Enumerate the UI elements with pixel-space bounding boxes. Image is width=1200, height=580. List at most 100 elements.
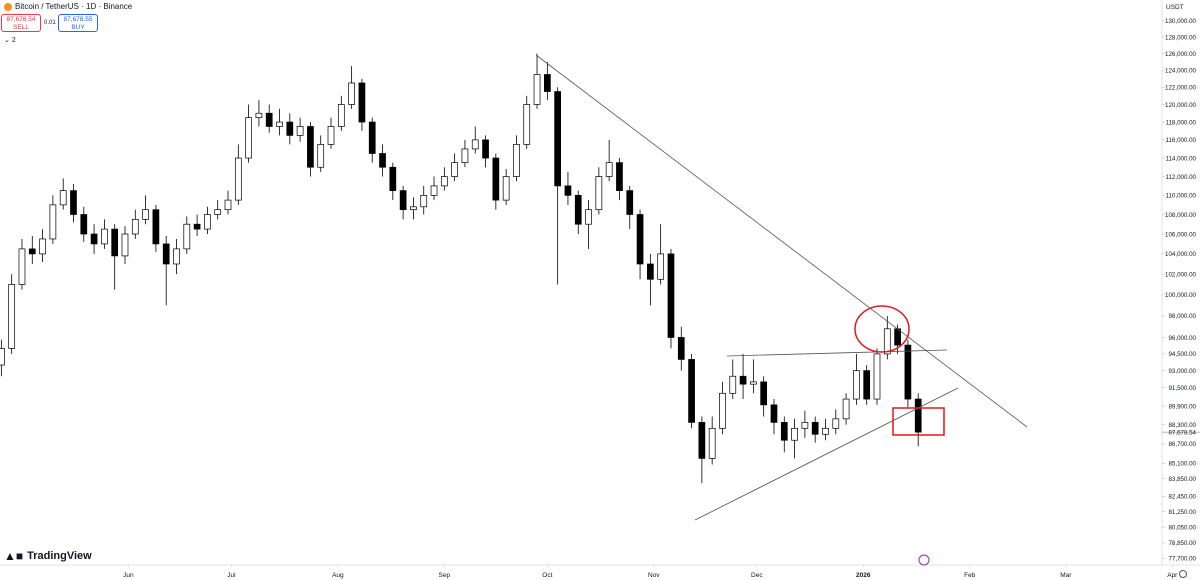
candle-body (90, 233, 98, 245)
candle-body (842, 398, 850, 420)
candle-body (348, 82, 355, 105)
candle-body (255, 112, 263, 118)
candle-body (286, 121, 294, 136)
candle-body (760, 381, 768, 406)
candle-body (657, 253, 665, 280)
y-tick-label: 98,000.00 (1168, 313, 1196, 320)
candle-body (451, 162, 458, 177)
x-tick-label: Oct (542, 572, 552, 579)
candle-body (853, 370, 860, 400)
coin-icon (4, 2, 12, 11)
candle-body (265, 112, 273, 127)
brand-logo: ▲■ TradingView (4, 549, 92, 563)
candle-body (832, 418, 840, 429)
candle-body (59, 190, 67, 206)
candle-body (502, 176, 510, 201)
candle-body (739, 375, 747, 385)
candle-body (152, 209, 160, 245)
candle-body (564, 185, 572, 196)
y-tick-label: 102,000.00 (1165, 271, 1197, 278)
candle-body (595, 176, 603, 211)
y-tick-label: 80,050.00 (1168, 524, 1196, 531)
indicators-toggle[interactable]: ⌄ 2 (4, 37, 16, 44)
candle-body (873, 353, 881, 400)
y-tick-label: 112,000.00 (1165, 174, 1196, 181)
candle-body (471, 139, 479, 150)
candle-body (183, 223, 191, 250)
brand-name: TradingView (27, 550, 92, 562)
indicator-count: 2 (11, 37, 16, 44)
candle-body (492, 157, 500, 201)
y-tick-label: 78,850.00 (1168, 540, 1196, 547)
candle-body (543, 74, 551, 92)
x-tick-label: Jul (227, 572, 236, 579)
x-tick-label: Jun (123, 572, 134, 579)
candle-body (585, 209, 592, 225)
x-tick-label: Mar (1060, 572, 1072, 579)
candle-body (101, 228, 108, 245)
candle-body (750, 381, 757, 385)
candle-body (399, 190, 407, 211)
candle-body (554, 91, 562, 187)
settings-icon[interactable] (1179, 570, 1187, 578)
spread: 0.01 (44, 20, 56, 26)
y-tick-label: 89,900.00 (1168, 403, 1196, 410)
sell-button[interactable]: 87,678.54 SELL (1, 14, 41, 32)
event-icon[interactable] (918, 554, 930, 566)
candle-body (224, 199, 232, 211)
candle-body (39, 238, 46, 255)
x-tick-label: Apr (1167, 572, 1178, 579)
candle-body (791, 427, 798, 441)
trend-line (694, 387, 959, 521)
candle-body (49, 204, 57, 240)
candle-body (420, 194, 428, 208)
y-tick-label: 126,000.00 (1165, 51, 1197, 58)
candle-body (647, 263, 654, 280)
candle-body (729, 375, 737, 394)
candle-body (80, 214, 88, 235)
y-tick-label: 81,250.00 (1168, 509, 1196, 516)
candle-body (719, 392, 726, 429)
candle-body (523, 104, 531, 145)
sell-label: SELL (13, 24, 29, 31)
symbol-header: Bitcoin / TetherUS · 1D · Binance (4, 2, 132, 11)
candle-body (28, 248, 36, 255)
y-tick-label: 118,000.00 (1165, 119, 1196, 126)
candle-body (8, 284, 16, 349)
candle-body (142, 209, 149, 220)
candle-body (131, 218, 139, 235)
y-tick-label: 94,500.00 (1168, 351, 1196, 358)
candle-body (327, 126, 335, 145)
candle-body (440, 176, 448, 187)
candle-body (636, 214, 644, 265)
y-tick-label: 77,700.00 (1168, 556, 1196, 563)
buy-button[interactable]: 87,678.55 BUY (58, 14, 98, 32)
candle-body (461, 148, 469, 163)
y-tick-label: 104,000.00 (1165, 251, 1197, 258)
trend-line (535, 54, 1028, 428)
x-tick-label: Feb (964, 572, 976, 579)
drawings (535, 54, 1028, 521)
y-tick-label: 100,000.00 (1165, 292, 1197, 299)
candle-body (121, 233, 129, 257)
candle-body (214, 209, 222, 215)
candle-body (904, 344, 912, 400)
candle-body (667, 253, 675, 338)
x-tick-label: Nov (648, 572, 660, 579)
y-tick-label: 83,850.00 (1168, 476, 1196, 483)
x-tick-label: Aug (332, 572, 344, 579)
y-tick-label: 93,000.00 (1168, 368, 1196, 375)
candle-body (605, 162, 613, 177)
candle-body (296, 126, 304, 136)
candle-body (358, 82, 366, 123)
x-tick-label: Sep (439, 572, 451, 579)
y-tick-label: 86,700.00 (1168, 441, 1196, 448)
candle-body (533, 74, 541, 105)
candle-body (780, 422, 788, 441)
highlight-box (892, 407, 945, 436)
sell-price: 87,678.54 (6, 16, 36, 23)
y-tick-label: 128,000.00 (1165, 34, 1197, 41)
candle-body (883, 328, 891, 355)
candle-body (307, 126, 314, 168)
